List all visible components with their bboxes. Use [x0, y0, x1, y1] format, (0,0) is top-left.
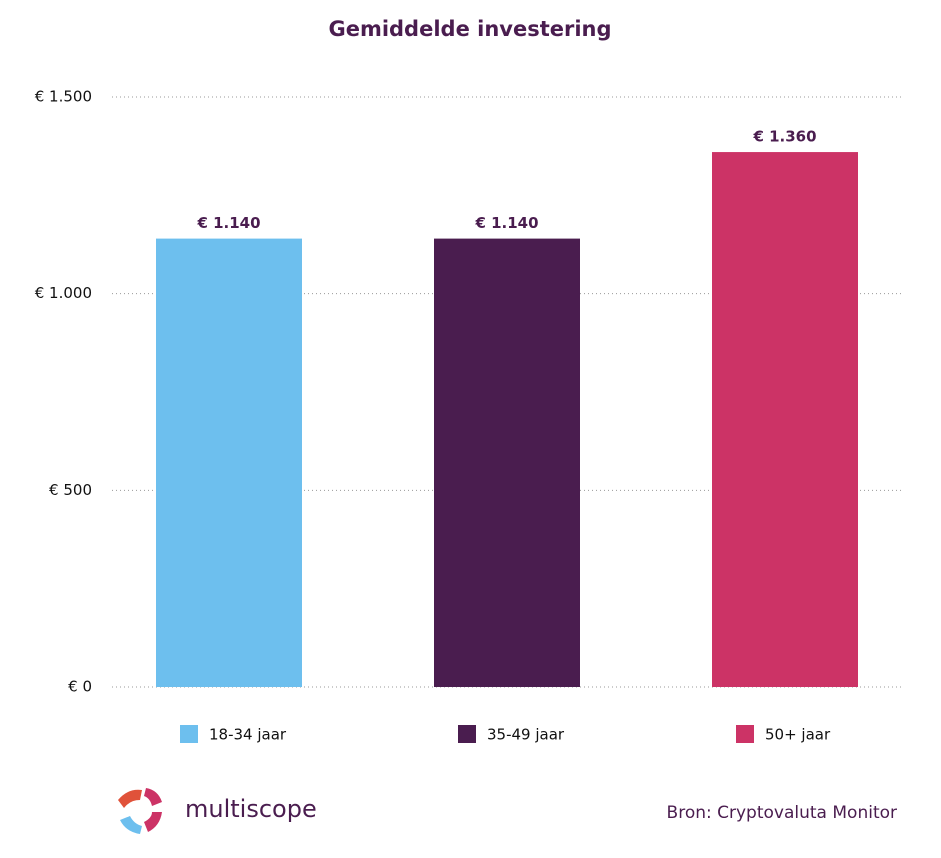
legend-swatch [458, 725, 476, 743]
y-tick-label: € 1.000 [35, 284, 92, 302]
source-note: Bron: Cryptovaluta Monitor [667, 803, 897, 823]
legend-label: 35-49 jaar [487, 726, 565, 744]
legend-swatch [180, 725, 198, 743]
logo-icon [118, 788, 162, 834]
y-tick-label: € 500 [49, 481, 92, 499]
bar [434, 238, 580, 687]
y-tick-label: € 1.500 [35, 88, 92, 106]
logo-text: multiscope [185, 795, 317, 823]
bar [712, 152, 858, 688]
y-tick-label: € 0 [68, 678, 92, 696]
legend-label: 50+ jaar [765, 726, 831, 744]
bar [156, 238, 302, 687]
chart-title: Gemiddelde investering [328, 17, 611, 41]
value-label: € 1.360 [752, 128, 816, 146]
legend-swatch [736, 725, 754, 743]
legend-label: 18-34 jaar [209, 726, 287, 744]
value-label: € 1.140 [196, 214, 260, 232]
value-label: € 1.140 [474, 214, 538, 232]
